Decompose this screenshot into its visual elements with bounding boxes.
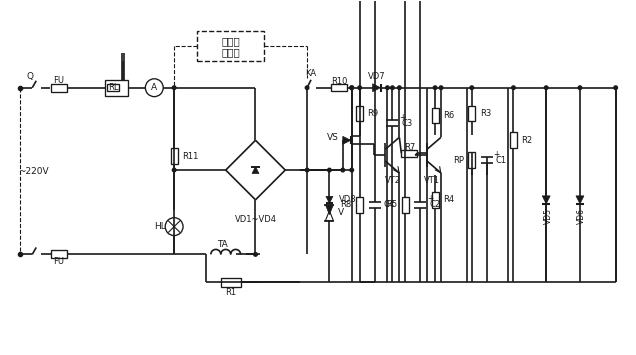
- Circle shape: [172, 86, 176, 89]
- Text: +: +: [399, 113, 406, 122]
- Bar: [105, 80, 128, 95]
- Text: C2: C2: [429, 200, 440, 209]
- Text: VD8: VD8: [338, 195, 356, 204]
- Text: Q: Q: [27, 72, 34, 81]
- Text: A: A: [151, 83, 157, 92]
- Text: R5: R5: [386, 200, 398, 209]
- Bar: [356, 105, 363, 121]
- Circle shape: [254, 253, 258, 256]
- Circle shape: [614, 86, 618, 89]
- Bar: [107, 84, 118, 91]
- Polygon shape: [373, 84, 380, 92]
- Text: +: +: [427, 194, 434, 203]
- Text: VD1~VD4: VD1~VD4: [235, 215, 277, 224]
- Bar: [51, 250, 67, 258]
- Text: C4: C4: [384, 200, 394, 209]
- Circle shape: [470, 86, 474, 89]
- Circle shape: [305, 86, 309, 89]
- Text: R8: R8: [340, 200, 352, 209]
- Text: R2: R2: [522, 136, 532, 145]
- Text: RP: RP: [453, 155, 464, 165]
- Polygon shape: [252, 166, 259, 174]
- Circle shape: [512, 86, 515, 89]
- Text: FU: FU: [53, 76, 64, 85]
- Text: KA: KA: [305, 69, 317, 78]
- Circle shape: [398, 86, 401, 89]
- Polygon shape: [326, 205, 333, 215]
- Circle shape: [172, 168, 176, 172]
- Circle shape: [358, 86, 361, 89]
- Text: VT1: VT1: [424, 176, 440, 185]
- Circle shape: [350, 86, 354, 89]
- Circle shape: [544, 86, 548, 89]
- Circle shape: [328, 168, 331, 172]
- Text: R1: R1: [225, 288, 236, 296]
- Text: VT2: VT2: [385, 176, 401, 185]
- Text: VD7: VD7: [368, 72, 385, 81]
- Polygon shape: [343, 136, 350, 144]
- Bar: [221, 278, 240, 286]
- Polygon shape: [576, 196, 584, 204]
- Circle shape: [578, 86, 582, 89]
- Circle shape: [433, 86, 437, 89]
- Circle shape: [391, 86, 394, 89]
- Text: R11: R11: [182, 152, 198, 161]
- Bar: [356, 197, 363, 213]
- Bar: [197, 31, 265, 61]
- Text: RL: RL: [108, 83, 119, 92]
- Text: 热电偶: 热电偶: [221, 36, 240, 46]
- Polygon shape: [326, 196, 333, 203]
- Bar: [510, 132, 517, 148]
- Bar: [401, 150, 417, 157]
- Bar: [468, 152, 475, 168]
- Bar: [432, 108, 439, 124]
- Bar: [402, 197, 409, 213]
- Text: R7: R7: [404, 143, 415, 152]
- Bar: [331, 84, 347, 91]
- Bar: [51, 84, 67, 92]
- Text: ~220V: ~220V: [18, 166, 49, 176]
- Text: R9: R9: [368, 109, 378, 118]
- Circle shape: [350, 86, 354, 89]
- Circle shape: [305, 168, 309, 172]
- Text: +: +: [494, 150, 500, 159]
- Text: R3: R3: [480, 109, 491, 118]
- Circle shape: [341, 168, 345, 172]
- Text: C1: C1: [495, 155, 507, 165]
- Text: R4: R4: [443, 195, 454, 204]
- Text: TA: TA: [218, 240, 228, 249]
- Text: VD5: VD5: [544, 208, 553, 224]
- Text: 温控仪: 温控仪: [221, 47, 240, 57]
- Text: VS: VS: [327, 133, 339, 142]
- Text: C3: C3: [401, 119, 413, 128]
- Text: V: V: [338, 208, 344, 217]
- Circle shape: [385, 86, 389, 89]
- Bar: [432, 192, 439, 208]
- Bar: [170, 148, 177, 164]
- Bar: [468, 105, 475, 121]
- Text: HL: HL: [155, 222, 166, 231]
- Text: VD6: VD6: [577, 208, 586, 224]
- Text: FU: FU: [53, 257, 64, 266]
- Text: R6: R6: [443, 111, 454, 120]
- Circle shape: [439, 86, 443, 89]
- Circle shape: [350, 168, 354, 172]
- Text: R10: R10: [331, 77, 347, 86]
- Polygon shape: [543, 196, 550, 204]
